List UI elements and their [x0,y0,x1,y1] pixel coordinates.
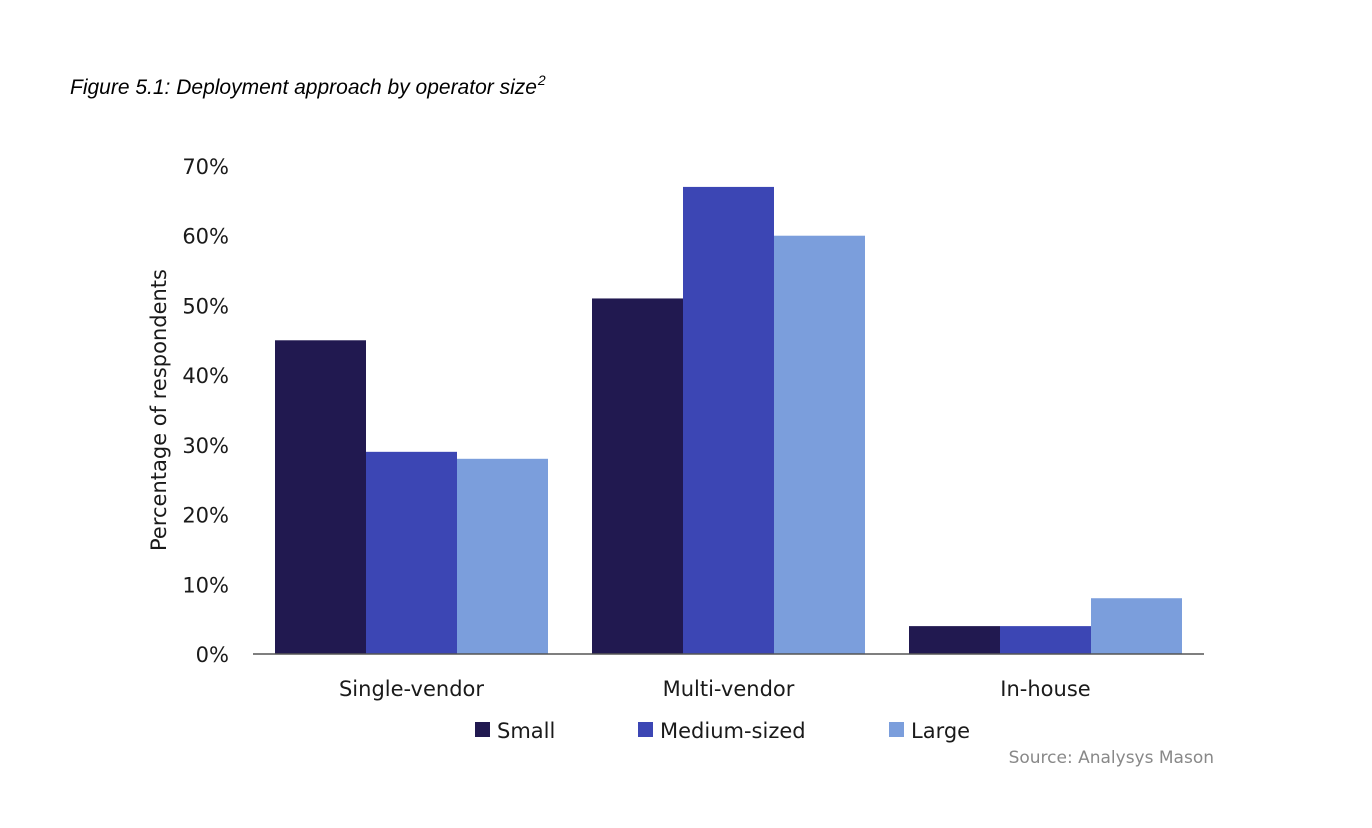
y-tick-label: 0% [196,643,229,667]
legend-label: Medium-sized [660,719,806,743]
bar-small-multi-vendor [592,298,683,654]
legend: Small Medium-sized Large [475,719,970,743]
source-note: Source: Analysys Mason [1008,748,1214,768]
bar-large-single-vendor [457,458,548,654]
legend-label: Small [497,719,555,743]
y-tick-label: 20% [182,504,229,528]
legend-swatch [475,722,490,737]
figure-title-text: Figure 5.1: Deployment approach by opera… [70,76,537,99]
y-tick-label: 30% [182,434,229,458]
y-tick-label: 40% [182,364,229,388]
bar-medium-sized-in-house [1000,626,1091,654]
legend-swatch [638,722,653,737]
x-category-label: Single-vendor [339,677,484,701]
x-category-label: Multi-vendor [663,677,795,701]
figure-title: Figure 5.1: Deployment approach by opera… [70,72,546,100]
bar-small-single-vendor [275,340,366,654]
legend-swatch [889,722,904,737]
y-tick-label: 10% [182,573,229,597]
y-axis-ticks: 0% 10% 20% 30% 40% 50% 60% 70% [182,155,229,667]
bar-small-in-house [909,626,1000,654]
bars [275,186,1182,654]
legend-label: Large [911,719,970,743]
y-tick-label: 60% [182,225,229,249]
y-tick-label: 50% [182,294,229,318]
y-tick-label: 70% [182,155,229,179]
y-axis-title: Percentage of respondents [147,269,171,551]
bar-medium-sized-multi-vendor [683,186,774,654]
footnote-mark: 2 [537,72,546,88]
bar-large-multi-vendor [774,235,865,654]
x-category-label: In-house [1000,677,1090,701]
bar-large-in-house [1091,598,1182,654]
bar-medium-sized-single-vendor [366,451,457,654]
x-axis-categories: Single-vendor Multi-vendor In-house [339,677,1091,701]
